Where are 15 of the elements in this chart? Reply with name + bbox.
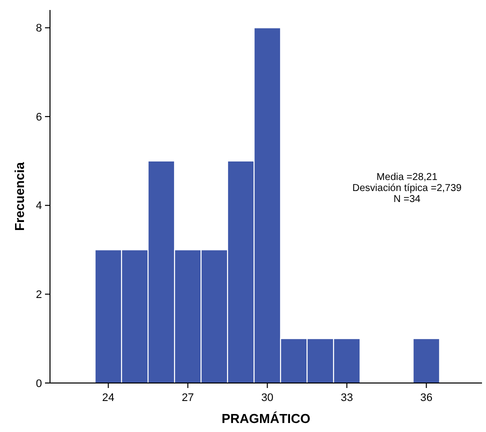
y-tick-label: 8 xyxy=(36,22,42,35)
x-tick-label: 33 xyxy=(340,392,353,404)
y-tick-label: 4 xyxy=(36,200,42,212)
annotation: Desviación típica =2,739 xyxy=(352,183,462,194)
y-axis-title: Frecuencia xyxy=(12,161,27,231)
annotation: N =34 xyxy=(394,194,421,205)
annotation: Media =28,21 xyxy=(376,172,438,183)
x-tick-label: 36 xyxy=(420,392,432,404)
y-tick-label: 6 xyxy=(36,111,42,124)
x-tick-label: 24 xyxy=(102,392,114,404)
x-axis-title: PRAGMÁTICO xyxy=(222,411,310,426)
x-tick-label: 27 xyxy=(182,392,194,404)
x-tick-label: 30 xyxy=(261,392,274,404)
y-tick-label: 0 xyxy=(36,378,42,390)
y-tick-label: 2 xyxy=(36,289,42,302)
